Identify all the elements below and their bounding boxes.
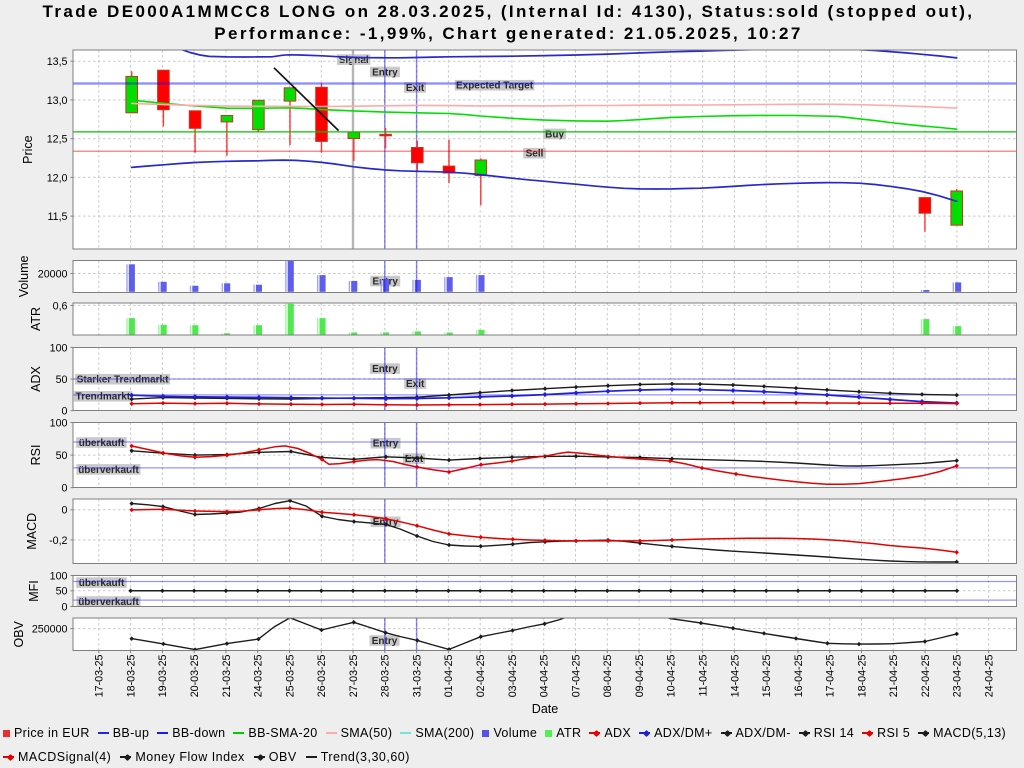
- svg-text:15-04-25: 15-04-25: [761, 654, 773, 697]
- svg-text:50: 50: [56, 586, 68, 598]
- svg-text:MACD: MACD: [25, 513, 39, 550]
- svg-text:ADX: ADX: [29, 365, 43, 391]
- svg-text:Entry: Entry: [373, 439, 399, 450]
- svg-text:12,5: 12,5: [47, 134, 68, 146]
- svg-text:250000: 250000: [32, 624, 68, 636]
- svg-text:100: 100: [50, 570, 68, 582]
- svg-text:13,5: 13,5: [47, 56, 68, 68]
- svg-text:21-04-25: 21-04-25: [888, 654, 900, 697]
- svg-text:19-03-25: 19-03-25: [157, 654, 169, 697]
- svg-text:RSI: RSI: [29, 445, 43, 466]
- svg-text:überkauft: überkauft: [79, 438, 125, 449]
- svg-text:14-04-25: 14-04-25: [729, 654, 741, 697]
- svg-text:Exit: Exit: [406, 379, 425, 390]
- svg-text:Exit: Exit: [405, 454, 424, 465]
- svg-text:08-04-25: 08-04-25: [602, 654, 614, 697]
- svg-text:Sell: Sell: [526, 149, 544, 160]
- svg-text:03-04-25: 03-04-25: [507, 654, 519, 697]
- svg-text:Entry: Entry: [372, 636, 398, 647]
- svg-text:0: 0: [62, 406, 68, 418]
- svg-text:50: 50: [56, 374, 68, 386]
- svg-text:25-03-25: 25-03-25: [284, 654, 296, 697]
- svg-text:16-04-25: 16-04-25: [793, 654, 805, 697]
- svg-text:Starker Trendmarkt: Starker Trendmarkt: [77, 375, 169, 386]
- svg-text:20000: 20000: [38, 268, 68, 280]
- svg-text:17-04-25: 17-04-25: [825, 654, 837, 697]
- svg-text:überverkauft: überverkauft: [78, 597, 139, 608]
- svg-text:31-03-25: 31-03-25: [412, 654, 424, 697]
- svg-text:Buy: Buy: [545, 129, 564, 140]
- svg-text:überverkauft: überverkauft: [78, 465, 139, 476]
- svg-text:0,6: 0,6: [53, 300, 68, 312]
- svg-text:11-04-25: 11-04-25: [698, 654, 710, 696]
- svg-text:18-03-25: 18-03-25: [125, 654, 137, 697]
- svg-text:17-03-25: 17-03-25: [94, 654, 106, 697]
- svg-text:0: 0: [62, 483, 68, 495]
- svg-text:-0,2: -0,2: [49, 535, 67, 547]
- svg-text:09-04-25: 09-04-25: [634, 654, 646, 697]
- svg-text:22-04-25: 22-04-25: [920, 654, 932, 697]
- svg-text:24-04-25: 24-04-25: [984, 654, 996, 697]
- svg-text:28-03-25: 28-03-25: [380, 654, 392, 697]
- svg-text:21-03-25: 21-03-25: [221, 654, 233, 697]
- svg-text:MFI: MFI: [27, 580, 41, 602]
- svg-text:überkauft: überkauft: [79, 578, 125, 589]
- svg-text:100: 100: [50, 342, 68, 354]
- svg-text:04-04-25: 04-04-25: [539, 654, 551, 697]
- svg-text:11,5: 11,5: [47, 211, 67, 223]
- svg-text:Date: Date: [532, 702, 558, 716]
- svg-text:ATR: ATR: [29, 307, 43, 331]
- svg-text:13,0: 13,0: [47, 95, 68, 107]
- svg-text:OBV: OBV: [12, 620, 26, 647]
- svg-text:23-04-25: 23-04-25: [952, 654, 964, 697]
- svg-text:100: 100: [50, 417, 68, 429]
- svg-text:Volume: Volume: [17, 256, 31, 298]
- svg-text:Price: Price: [21, 135, 35, 164]
- svg-text:Entry: Entry: [372, 67, 398, 78]
- svg-text:0: 0: [62, 601, 68, 613]
- svg-text:50: 50: [56, 450, 68, 462]
- svg-text:20-03-25: 20-03-25: [189, 654, 201, 697]
- svg-text:02-04-25: 02-04-25: [475, 654, 487, 697]
- svg-text:07-04-25: 07-04-25: [570, 654, 582, 697]
- svg-text:0: 0: [62, 505, 68, 517]
- svg-text:01-04-25: 01-04-25: [443, 654, 455, 697]
- svg-text:Trendmarkt: Trendmarkt: [76, 392, 131, 403]
- svg-text:24-03-25: 24-03-25: [253, 654, 265, 697]
- svg-text:26-03-25: 26-03-25: [316, 654, 328, 697]
- svg-text:10-04-25: 10-04-25: [666, 654, 678, 697]
- svg-text:27-03-25: 27-03-25: [348, 654, 360, 697]
- svg-text:18-04-25: 18-04-25: [856, 654, 868, 697]
- svg-text:12,0: 12,0: [47, 172, 68, 184]
- svg-text:Expected Target: Expected Target: [456, 81, 534, 92]
- svg-text:Exit: Exit: [406, 83, 425, 94]
